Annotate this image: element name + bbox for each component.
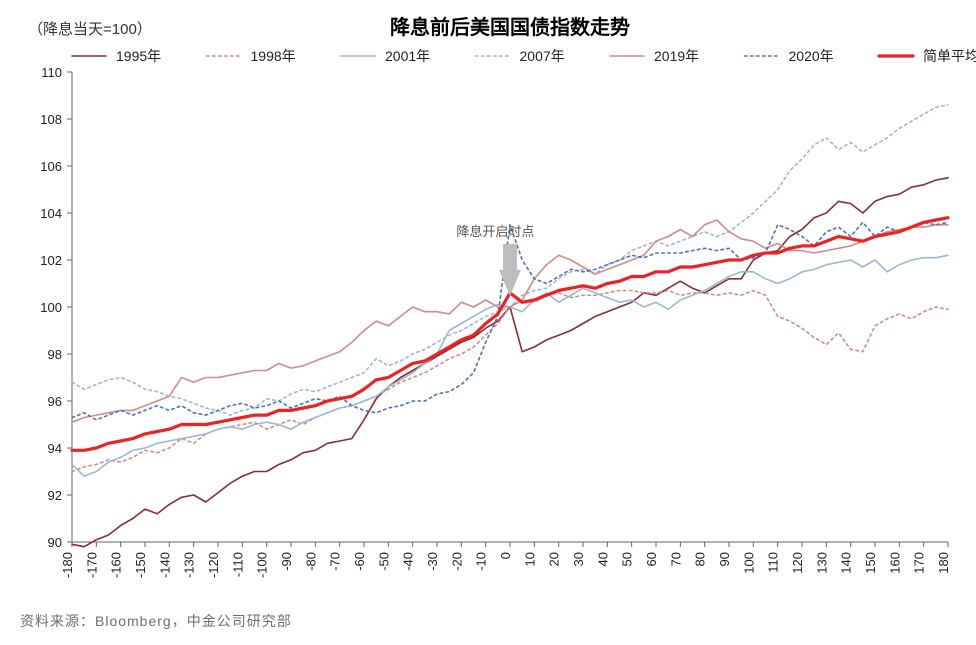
svg-text:-40: -40 xyxy=(401,552,416,571)
svg-text:-130: -130 xyxy=(182,552,197,578)
svg-text:-30: -30 xyxy=(425,552,440,571)
svg-text:-80: -80 xyxy=(303,552,318,571)
svg-text:90: 90 xyxy=(717,552,732,566)
svg-text:40: 40 xyxy=(595,552,610,566)
svg-text:60: 60 xyxy=(644,552,659,566)
chart-subtitle: （降息当天=100） xyxy=(28,21,152,38)
svg-text:100: 100 xyxy=(741,552,756,574)
svg-text:0: 0 xyxy=(498,552,513,559)
legend-label: 2020年 xyxy=(789,48,834,64)
svg-text:-50: -50 xyxy=(376,552,391,571)
svg-text:90: 90 xyxy=(48,535,62,550)
svg-text:180: 180 xyxy=(936,552,951,574)
svg-text:92: 92 xyxy=(48,488,62,503)
svg-text:50: 50 xyxy=(620,552,635,566)
svg-text:96: 96 xyxy=(48,394,62,409)
svg-text:110: 110 xyxy=(766,552,781,573)
chart-title: 降息前后美国国债指数走势 xyxy=(390,15,630,39)
svg-text:-170: -170 xyxy=(84,552,99,578)
svg-text:150: 150 xyxy=(863,552,878,574)
svg-text:98: 98 xyxy=(48,347,62,362)
svg-text:94: 94 xyxy=(48,441,62,456)
bond-index-chart: 9092949698100102104106108110-180-170-160… xyxy=(0,0,976,645)
svg-text:106: 106 xyxy=(40,159,62,174)
svg-text:-110: -110 xyxy=(230,552,245,577)
svg-text:-140: -140 xyxy=(157,552,172,578)
svg-text:-10: -10 xyxy=(474,552,489,571)
svg-text:30: 30 xyxy=(571,552,586,566)
svg-text:110: 110 xyxy=(41,65,62,80)
svg-text:-70: -70 xyxy=(328,552,343,571)
svg-text:-100: -100 xyxy=(255,552,270,578)
legend-label: 简单平均 xyxy=(923,48,976,64)
svg-text:80: 80 xyxy=(693,552,708,566)
legend-label: 2019年 xyxy=(654,48,699,64)
svg-text:-60: -60 xyxy=(352,552,367,571)
svg-text:70: 70 xyxy=(668,552,683,566)
svg-text:-150: -150 xyxy=(133,552,148,578)
legend-label: 2001年 xyxy=(385,48,430,64)
svg-text:120: 120 xyxy=(790,552,805,574)
svg-text:104: 104 xyxy=(40,206,62,221)
svg-text:108: 108 xyxy=(40,112,62,127)
svg-text:-20: -20 xyxy=(449,552,464,571)
legend-label: 1998年 xyxy=(251,48,296,64)
svg-text:160: 160 xyxy=(887,552,902,574)
legend-label: 1995年 xyxy=(116,48,161,64)
annotation-label: 降息开启时点 xyxy=(456,224,534,239)
legend-label: 2007年 xyxy=(520,48,565,64)
svg-text:100: 100 xyxy=(40,300,62,315)
svg-text:-120: -120 xyxy=(206,552,221,578)
svg-text:-90: -90 xyxy=(279,552,294,571)
svg-text:170: 170 xyxy=(912,552,927,574)
svg-text:20: 20 xyxy=(547,552,562,566)
svg-text:130: 130 xyxy=(814,552,829,574)
svg-text:102: 102 xyxy=(40,253,62,268)
svg-text:-160: -160 xyxy=(109,552,124,578)
source-label: 资料来源：Bloomberg，中金公司研究部 xyxy=(20,611,292,631)
svg-text:-180: -180 xyxy=(60,552,75,578)
svg-text:140: 140 xyxy=(839,552,854,574)
svg-text:10: 10 xyxy=(522,552,537,566)
